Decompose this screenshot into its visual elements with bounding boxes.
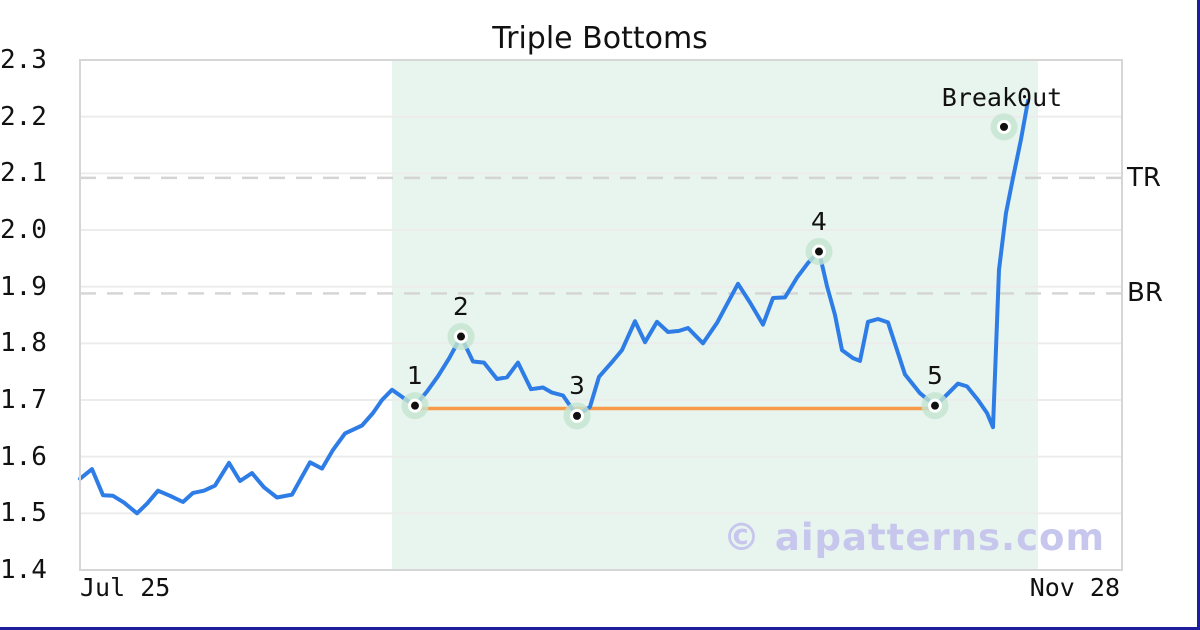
y-tick-label: 1.6 xyxy=(0,441,47,472)
frame-bottom-bar xyxy=(0,627,1200,630)
chart-title: Triple Bottoms xyxy=(492,21,708,56)
y-tick-label: 1.7 xyxy=(0,385,47,415)
frame-right-bar xyxy=(1197,0,1200,630)
watermark: © aipatterns.com xyxy=(722,516,1105,559)
marker-dot xyxy=(408,398,422,413)
marker-dot xyxy=(997,119,1011,134)
pattern-zone xyxy=(392,60,1038,570)
plot-border xyxy=(79,59,1123,571)
x-axis-label-start: Jul 25 xyxy=(80,573,171,602)
y-tick-label: 1.4 xyxy=(0,555,47,585)
marker-dot xyxy=(812,244,826,259)
y-tick-label: 1.8 xyxy=(0,328,47,359)
point-label-2: 2 xyxy=(453,291,469,321)
marker-dot xyxy=(570,408,584,423)
y-tick-label: 2.2 xyxy=(0,101,47,132)
point-label-1: 1 xyxy=(407,360,423,390)
marker-dot xyxy=(454,329,468,344)
breakout-label: Break0ut xyxy=(941,82,1063,112)
point-label-4: 4 xyxy=(811,206,827,236)
marker-dot xyxy=(928,398,942,413)
x-axis-label-end: Nov 28 xyxy=(1029,573,1120,602)
level-label-tr: TR xyxy=(1127,162,1161,193)
point-label-3: 3 xyxy=(569,370,585,400)
y-tick-label: 2.3 xyxy=(0,45,47,75)
y-tick-label: 2.0 xyxy=(0,215,47,245)
y-tick-label: 1.9 xyxy=(0,271,47,302)
y-tick-label: 2.1 xyxy=(0,158,47,189)
y-tick-label: 1.5 xyxy=(0,498,47,529)
point-label-5: 5 xyxy=(927,360,943,390)
level-label-br: BR xyxy=(1127,278,1163,309)
